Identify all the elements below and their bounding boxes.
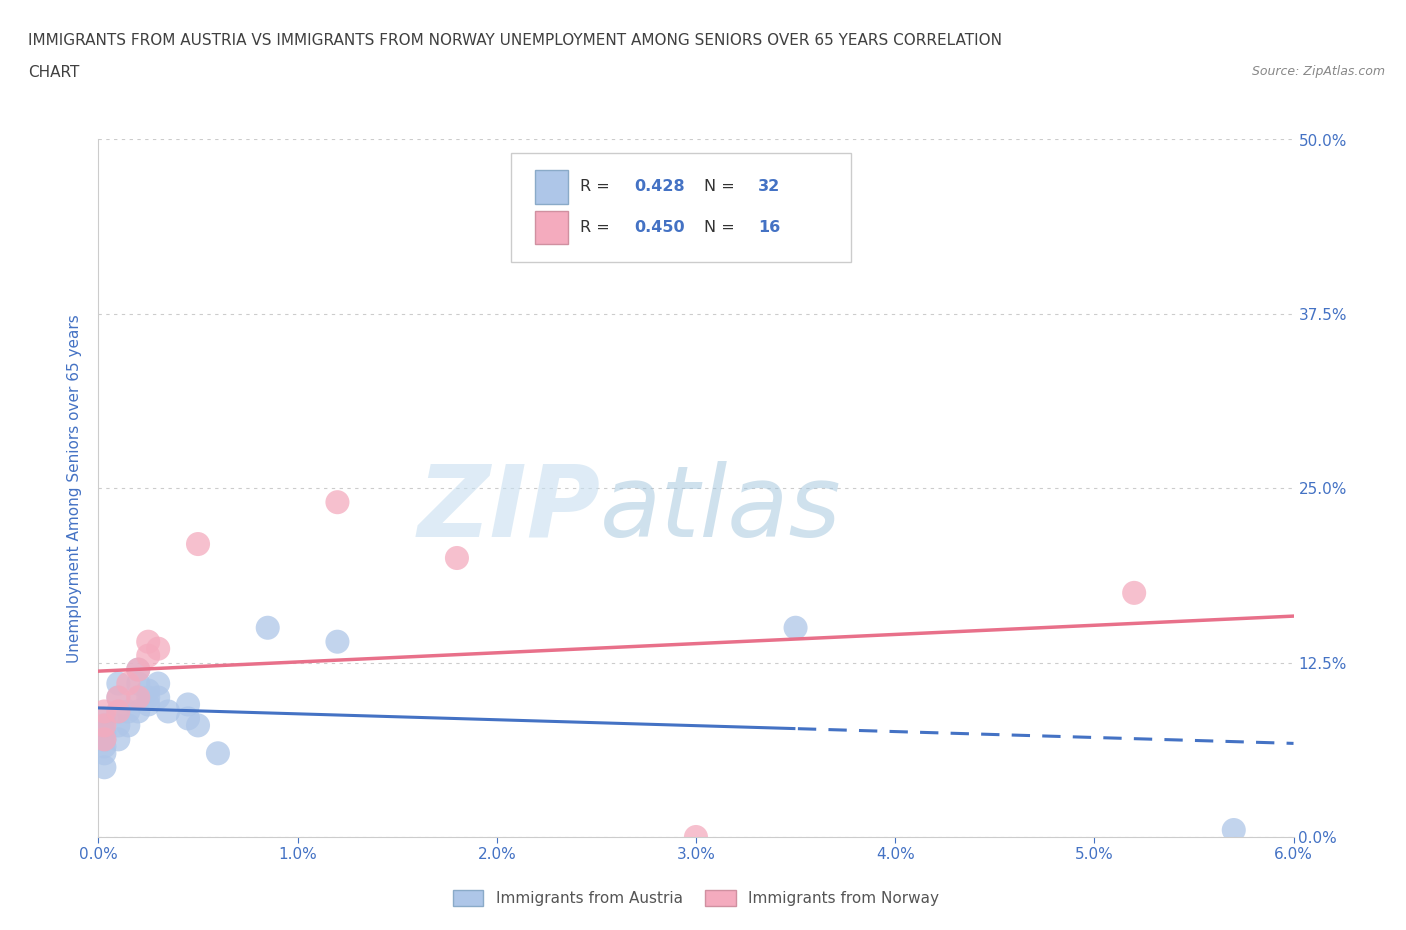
Point (136, 683, 159, 698)
Point (117, 704, 139, 719)
Point (177, 711, 200, 725)
Point (107, 704, 129, 719)
Point (107, 676, 129, 691)
Point (136, 648, 159, 663)
Text: 16: 16 (758, 219, 780, 235)
Point (117, 676, 139, 691)
Text: N =: N = (704, 179, 740, 194)
Text: R =: R = (581, 179, 614, 194)
Point (326, 495, 349, 510)
Point (127, 704, 149, 719)
Point (256, 620, 278, 635)
Point (93, 718, 115, 733)
Y-axis label: Unemployment Among Seniors over 65 years: Unemployment Among Seniors over 65 years (67, 314, 83, 662)
Point (93, 760, 115, 775)
Point (785, 620, 807, 635)
Text: N =: N = (704, 219, 740, 235)
Point (326, 634, 349, 649)
Legend: Immigrants from Austria, Immigrants from Norway: Immigrants from Austria, Immigrants from… (453, 890, 939, 906)
Point (107, 690, 129, 705)
Point (127, 690, 149, 705)
Point (187, 537, 209, 551)
Point (1123, 586, 1146, 601)
Point (107, 732, 129, 747)
Text: 32: 32 (758, 179, 780, 194)
Point (93, 711, 115, 725)
Point (1223, 823, 1246, 838)
Text: ZIP: ZIP (418, 460, 600, 558)
FancyBboxPatch shape (510, 153, 852, 261)
Point (93, 738, 115, 753)
Point (93, 725, 115, 740)
Text: CHART: CHART (28, 65, 80, 80)
Point (446, 551, 468, 565)
Point (148, 642, 170, 657)
Point (93, 746, 115, 761)
Point (136, 634, 159, 649)
Point (127, 662, 149, 677)
Point (127, 690, 149, 705)
Point (107, 690, 129, 705)
Point (685, 830, 707, 844)
Point (93, 704, 115, 719)
Point (148, 690, 170, 705)
Point (93, 732, 115, 747)
Point (107, 704, 129, 719)
Bar (534, 211, 568, 245)
Text: Source: ZipAtlas.com: Source: ZipAtlas.com (1251, 65, 1385, 78)
Point (187, 718, 209, 733)
Point (148, 676, 170, 691)
Text: IMMIGRANTS FROM AUSTRIA VS IMMIGRANTS FROM NORWAY UNEMPLOYMENT AMONG SENIORS OVE: IMMIGRANTS FROM AUSTRIA VS IMMIGRANTS FR… (28, 33, 1002, 47)
Point (127, 662, 149, 677)
Point (207, 746, 229, 761)
Point (157, 704, 180, 719)
Bar (534, 170, 568, 204)
Text: 0.450: 0.450 (634, 219, 685, 235)
Text: 0.428: 0.428 (634, 179, 685, 194)
Point (127, 676, 149, 691)
Point (117, 718, 139, 733)
Text: atlas: atlas (600, 460, 842, 558)
Point (107, 718, 129, 733)
Point (177, 698, 200, 712)
Point (136, 690, 159, 705)
Text: R =: R = (581, 219, 614, 235)
Point (93, 732, 115, 747)
Point (93, 718, 115, 733)
Point (136, 698, 159, 712)
